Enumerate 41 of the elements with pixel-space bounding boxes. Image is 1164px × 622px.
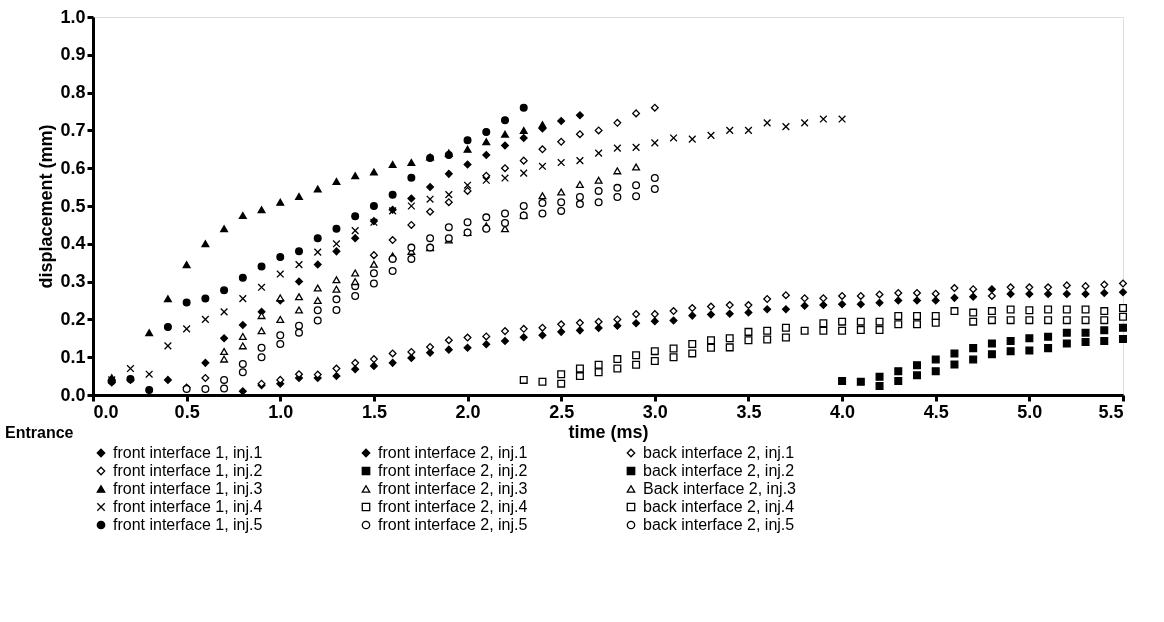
x-tick-label: 0.5 xyxy=(174,401,200,422)
legend-label: front interface 2, inj.1 xyxy=(378,444,528,461)
y-tick-label: 0.4 xyxy=(60,233,86,254)
x-tick-label: 2.5 xyxy=(549,401,575,422)
y-tick-label: 0.0 xyxy=(60,384,86,405)
legend-label: front interface 2, inj.4 xyxy=(378,498,528,515)
x-tick-label: 2.0 xyxy=(455,401,481,422)
x-tick-label: 4.0 xyxy=(830,401,856,422)
text: Entrance xyxy=(5,424,74,441)
y-tick-label: 0.5 xyxy=(60,195,86,216)
x-tick-label: 5.0 xyxy=(1017,401,1043,422)
legend-label: front interface 2, inj.3 xyxy=(378,480,528,497)
legend-label: front interface 1, inj.5 xyxy=(113,516,263,533)
legend-label: front interface 1, inj.3 xyxy=(113,480,263,497)
legend-label: back interface 2, inj.2 xyxy=(643,462,795,479)
legend-label: front interface 1, inj.4 xyxy=(113,498,263,515)
y-axis-title: displacement (mm) xyxy=(36,124,57,289)
legend-label: back interface 2, inj.5 xyxy=(643,516,795,533)
x-tick-label: 3.0 xyxy=(642,401,668,422)
y-tick-label: 0.2 xyxy=(60,308,86,329)
y-tick-label: 0.3 xyxy=(60,271,86,292)
legend-label: front interface 2, inj.2 xyxy=(378,462,528,479)
y-tick-label: 0.9 xyxy=(60,44,86,65)
x-tick-label: 1.0 xyxy=(268,401,294,422)
legend-label: front interface 1, inj.1 xyxy=(113,444,263,461)
x-tick-label: 0.0 xyxy=(93,401,119,422)
legend-label: back interface 2, inj.4 xyxy=(643,498,795,515)
x-tick-label: 1.5 xyxy=(361,401,387,422)
x-tick-label: 3.5 xyxy=(736,401,762,422)
x-tick-label: 4.5 xyxy=(923,401,949,422)
y-tick-label: 1.0 xyxy=(60,6,86,27)
y-tick-label: 0.6 xyxy=(60,157,86,178)
x-tick-label: 5.5 xyxy=(1098,401,1124,422)
y-tick-label: 0.8 xyxy=(60,82,86,103)
x-axis-title: time (ms) xyxy=(568,421,649,442)
y-tick-label: 0.1 xyxy=(60,346,86,367)
legend-label: front interface 2, inj.5 xyxy=(378,516,528,533)
legend-label: Back interface 2, inj.3 xyxy=(643,480,797,497)
legend-label: front interface 1, inj.2 xyxy=(113,462,263,479)
y-tick-label: 0.7 xyxy=(60,119,86,140)
legend-label: back interface 2, inj.1 xyxy=(643,444,795,461)
